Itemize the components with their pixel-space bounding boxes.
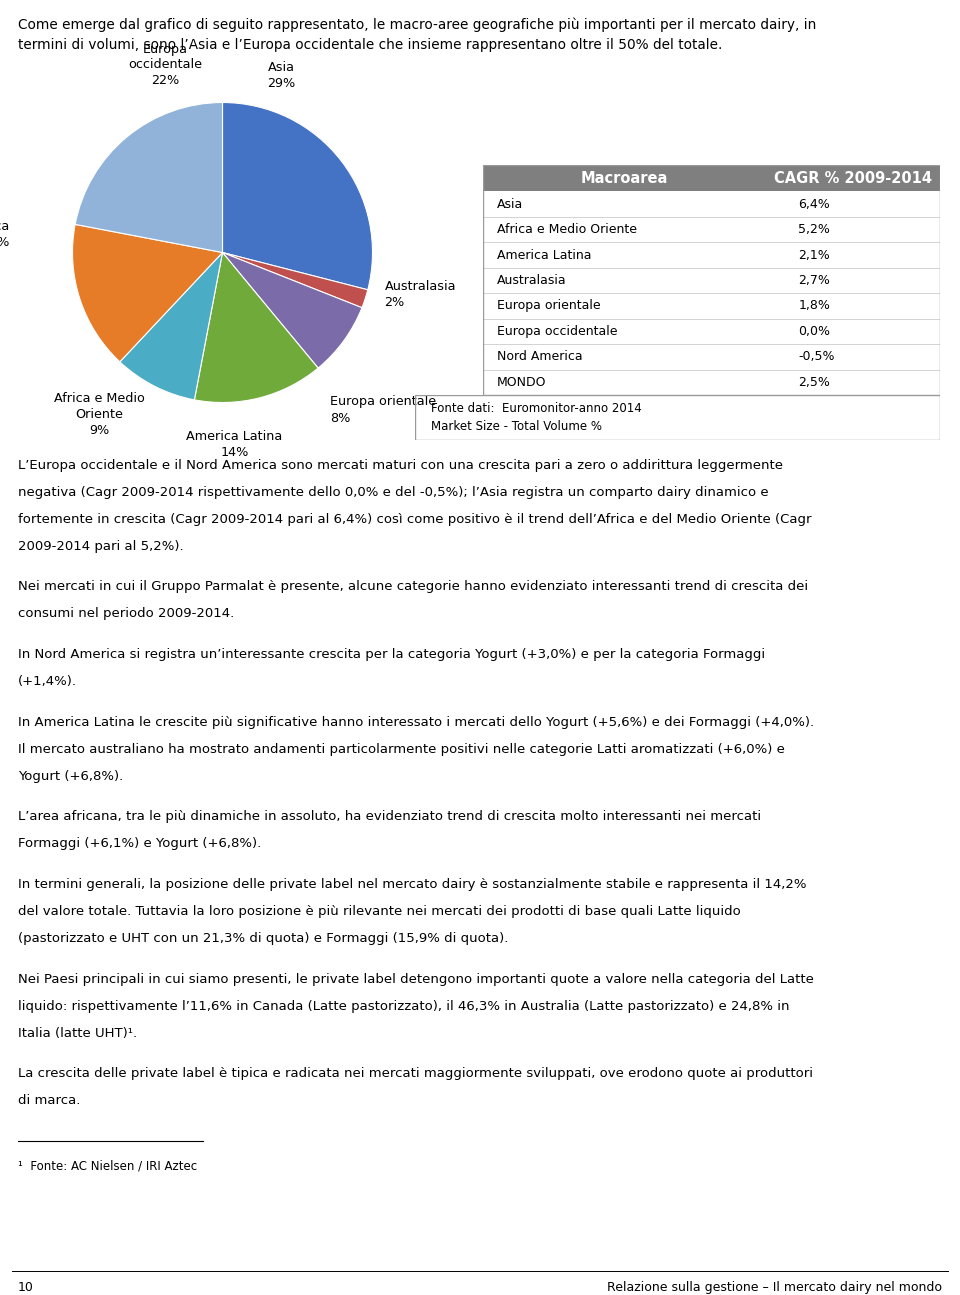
Text: La crescita delle private label è tipica e radicata nei mercati maggiormente svi: La crescita delle private label è tipica…	[18, 1067, 813, 1080]
Text: termini di volumi, sono l’Asia e l’Europa occidentale che insieme rappresentano : termini di volumi, sono l’Asia e l’Europ…	[18, 38, 722, 52]
Text: Macroarea: Macroarea	[581, 171, 668, 185]
Wedge shape	[194, 253, 318, 403]
Text: Africa e Medio Oriente: Africa e Medio Oriente	[496, 223, 636, 236]
Text: 1,8%: 1,8%	[799, 299, 830, 312]
Text: 0,0%: 0,0%	[799, 325, 830, 338]
Text: Relazione sulla gestione – Il mercato dairy nel mondo: Relazione sulla gestione – Il mercato da…	[607, 1281, 942, 1294]
Text: MONDO: MONDO	[496, 376, 546, 388]
Text: Nord America: Nord America	[496, 351, 583, 364]
Wedge shape	[223, 102, 372, 290]
Text: In Nord America si registra un’interessante crescita per la categoria Yogurt (+3: In Nord America si registra un’interessa…	[18, 648, 765, 660]
Text: di marca.: di marca.	[18, 1094, 81, 1107]
Text: Europa
occidentale
22%: Europa occidentale 22%	[129, 43, 203, 88]
Text: 2,7%: 2,7%	[799, 275, 830, 287]
Text: Nei Paesi principali in cui siamo presenti, le private label detengono important: Nei Paesi principali in cui siamo presen…	[18, 973, 814, 985]
Text: Il mercato australiano ha mostrato andamenti particolarmente positivi nelle cate: Il mercato australiano ha mostrato andam…	[18, 742, 785, 756]
Text: 2009-2014 pari al 5,2%).: 2009-2014 pari al 5,2%).	[18, 540, 183, 553]
Wedge shape	[223, 253, 362, 368]
Text: (pastorizzato e UHT con un 21,3% di quota) e Formaggi (15,9% di quota).: (pastorizzato e UHT con un 21,3% di quot…	[18, 932, 509, 945]
Text: Formaggi (+6,1%) e Yogurt (+6,8%).: Formaggi (+6,1%) e Yogurt (+6,8%).	[18, 838, 261, 851]
Text: Europa orientale: Europa orientale	[496, 299, 600, 312]
Text: Nei mercati in cui il Gruppo Parmalat è presente, alcune categorie hanno evidenz: Nei mercati in cui il Gruppo Parmalat è …	[18, 580, 808, 593]
Text: Australasia
2%: Australasia 2%	[385, 280, 456, 310]
Text: Come emerge dal grafico di seguito rappresentato, le macro-aree geografiche più : Come emerge dal grafico di seguito rappr…	[18, 18, 816, 32]
Text: 5,2%: 5,2%	[799, 223, 830, 236]
Text: consumi nel periodo 2009-2014.: consumi nel periodo 2009-2014.	[18, 607, 234, 620]
Text: liquido: rispettivamente l’11,6% in Canada (Latte pastorizzato), il 46,3% in Aus: liquido: rispettivamente l’11,6% in Cana…	[18, 1000, 789, 1013]
Text: 2,1%: 2,1%	[799, 249, 830, 262]
Text: (+1,4%).: (+1,4%).	[18, 675, 77, 688]
Text: Europa occidentale: Europa occidentale	[496, 325, 617, 338]
Text: America Latina: America Latina	[496, 249, 591, 262]
Wedge shape	[75, 102, 223, 253]
Text: 10: 10	[18, 1281, 34, 1294]
Text: In termini generali, la posizione delle private label nel mercato dairy è sostan: In termini generali, la posizione delle …	[18, 878, 806, 891]
Wedge shape	[223, 253, 368, 308]
Text: Italia (latte UHT)¹.: Italia (latte UHT)¹.	[18, 1027, 137, 1040]
Bar	[483, 164, 766, 192]
Text: Australasia: Australasia	[496, 275, 566, 287]
Text: Africa e Medio
Oriente
9%: Africa e Medio Oriente 9%	[54, 392, 145, 436]
Text: Yogurt (+6,8%).: Yogurt (+6,8%).	[18, 769, 123, 782]
Bar	[766, 164, 940, 192]
Text: America Latina
14%: America Latina 14%	[186, 430, 282, 458]
Text: ¹  Fonte: AC Nielsen / IRI Aztec: ¹ Fonte: AC Nielsen / IRI Aztec	[18, 1160, 197, 1173]
Text: Asia: Asia	[496, 198, 523, 211]
Text: L’Europa occidentale e il Nord America sono mercati maturi con una crescita pari: L’Europa occidentale e il Nord America s…	[18, 458, 783, 471]
Text: Asia
29%: Asia 29%	[268, 61, 296, 89]
Text: CAGR % 2009-2014: CAGR % 2009-2014	[774, 171, 932, 185]
Wedge shape	[73, 224, 223, 361]
Text: L’area africana, tra le più dinamiche in assoluto, ha evidenziato trend di cresc: L’area africana, tra le più dinamiche in…	[18, 811, 761, 824]
Text: 2,5%: 2,5%	[799, 376, 830, 388]
Text: del valore totale. Tuttavia la loro posizione è più rilevante nei mercati dei pr: del valore totale. Tuttavia la loro posi…	[18, 905, 741, 918]
Text: fortemente in crescita (Cagr 2009-2014 pari al 6,4%) così come positivo è il tre: fortemente in crescita (Cagr 2009-2014 p…	[18, 513, 811, 526]
Text: -0,5%: -0,5%	[799, 351, 835, 364]
Text: In America Latina le crescite più significative hanno interessato i mercati dell: In America Latina le crescite più signif…	[18, 716, 814, 729]
Text: Fonte dati:  Euromonitor-anno 2014
Market Size - Total Volume %: Fonte dati: Euromonitor-anno 2014 Market…	[431, 401, 641, 433]
Text: Europa orientale
8%: Europa orientale 8%	[330, 395, 437, 425]
Text: negativa (Cagr 2009-2014 rispettivamente dello 0,0% e del -0,5%); l’Asia registr: negativa (Cagr 2009-2014 rispettivamente…	[18, 486, 769, 499]
Wedge shape	[120, 253, 223, 400]
Text: 6,4%: 6,4%	[799, 198, 830, 211]
Text: Nord America
16%: Nord America 16%	[0, 220, 10, 249]
